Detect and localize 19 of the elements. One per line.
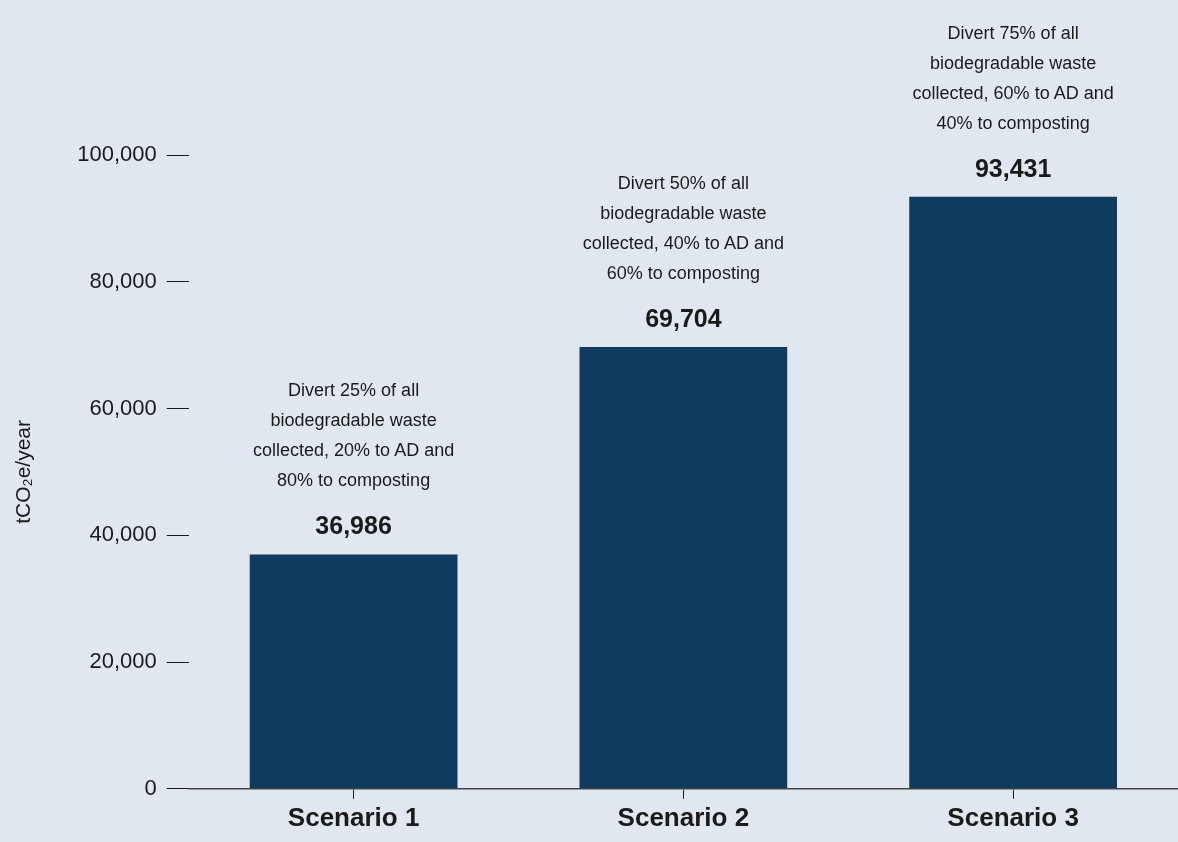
text: Divert 75% of all biodegradable waste collected, 60% to AD and 40% to composting: [912, 22, 1114, 133]
annotation: Divert 25% of all biodegradable waste collected, 20% to AD and 80% to composting: [253, 380, 455, 491]
y-tick-label: 0: [144, 774, 157, 800]
bar: [249, 554, 458, 789]
y-tick-label: 20,000: [89, 648, 157, 674]
bar: [909, 196, 1117, 789]
y-tick-label: 60,000: [89, 394, 157, 420]
x-tick-label: Scenario 3: [947, 801, 1079, 832]
x-tick-label: Scenario 1: [287, 801, 420, 832]
y-tick-label: 100,000: [77, 141, 157, 167]
y-tick-label: 40,000: [89, 521, 157, 547]
annotation: Divert 50% of all biodegradable waste collected, 40% to AD and 60% to composting: [582, 173, 784, 284]
y-axis-title: tCO₂e/year: [11, 419, 35, 524]
y-tick-label: 80,000: [89, 267, 157, 293]
data-label: 69,704: [645, 304, 722, 333]
bar: [579, 347, 788, 789]
data-label: 93,431: [974, 153, 1052, 182]
data-label: 36,986: [315, 511, 392, 540]
x-tick-label: Scenario 2: [617, 801, 750, 832]
